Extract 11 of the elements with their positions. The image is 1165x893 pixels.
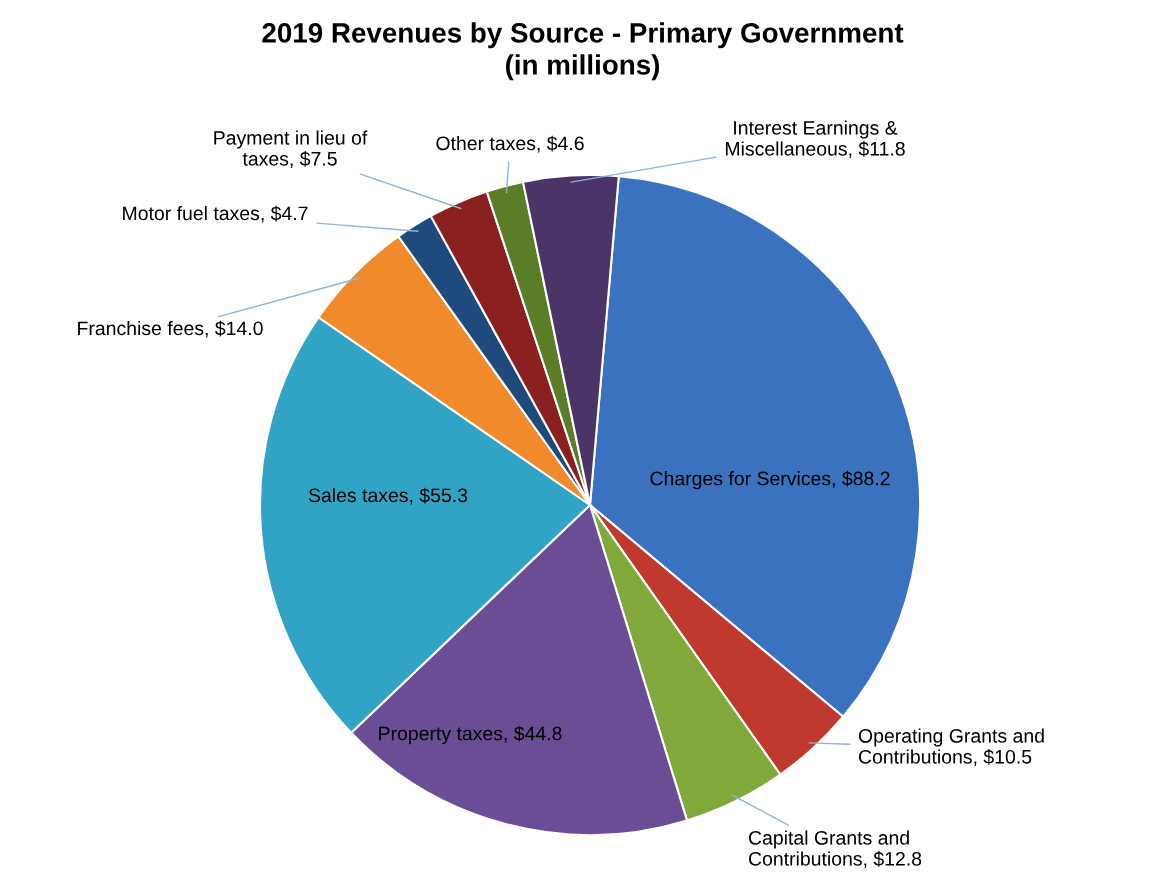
slice-label: Franchise fees, $14.0 xyxy=(78,320,263,338)
chart-title: 2019 Revenues by Source - Primary Government (in millions) xyxy=(262,22,904,81)
slice-label: Capital Grants and Contributions, $12.8 xyxy=(748,830,922,868)
slice-label: Charges for Services, $88.2 xyxy=(650,470,890,490)
slice-label: Interest Earnings & Miscellaneous, $11.8 xyxy=(725,120,905,158)
slice-label: Property taxes, $44.8 xyxy=(379,725,562,745)
slice-label: Sales taxes, $55.3 xyxy=(308,487,468,505)
slice-label: Motor fuel taxes, $4.7 xyxy=(123,205,308,223)
slice-label: Payment in lieu of taxes, $7.5 xyxy=(214,130,368,168)
slice-label: Other taxes, $4.6 xyxy=(436,135,584,153)
slice-label: Operating Grants and Contributions, $10.5 xyxy=(858,728,1044,766)
